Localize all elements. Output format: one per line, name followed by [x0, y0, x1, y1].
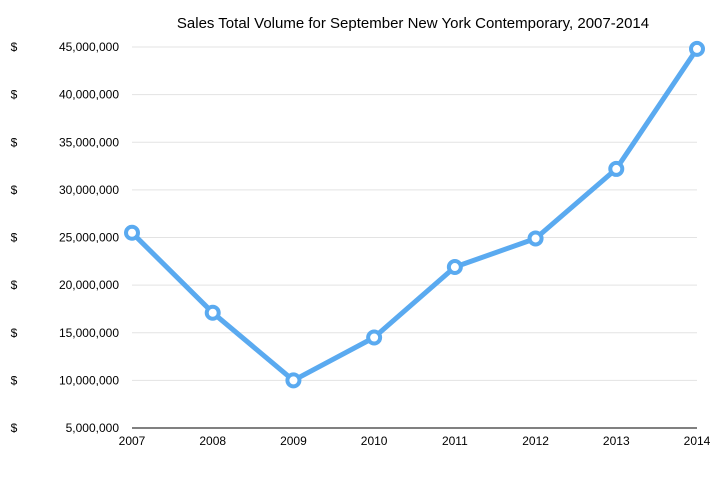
y-tick-prefix: $ — [11, 40, 18, 54]
x-tick-label: 2011 — [442, 434, 468, 448]
x-tick-label: 2008 — [199, 434, 226, 448]
y-tick-prefix: $ — [11, 88, 18, 102]
y-tick-prefix: $ — [11, 421, 18, 435]
y-tick-label: 10,000,000 — [59, 373, 119, 387]
y-tick-label: 5,000,000 — [66, 421, 120, 435]
gridlines — [132, 46, 697, 381]
chart-title: Sales Total Volume for September New Yor… — [177, 15, 649, 32]
x-tick-label: 2013 — [603, 434, 630, 448]
x-tick-label: 2007 — [119, 434, 146, 448]
x-tick-label: 2014 — [684, 434, 711, 448]
series-line — [129, 46, 700, 383]
x-axis-ticks: 2007 2008 2009 2010 2011 2012 2013 2014 — [119, 434, 711, 448]
data-points — [124, 40, 705, 389]
y-tick-label: 25,000,000 — [59, 231, 119, 245]
x-tick-label: 2010 — [361, 434, 388, 448]
y-tick-label: 15,000,000 — [59, 326, 119, 340]
x-tick-label: 2009 — [280, 434, 307, 448]
y-tick-prefix: $ — [11, 183, 18, 197]
y-tick-prefix: $ — [11, 326, 18, 340]
y-axis-ticks: $5,000,000 $ 10,000,000 $ 15,000,000 $ 20,000,… — [11, 40, 120, 435]
y-tick-label: 30,000,000 — [59, 183, 119, 197]
data-point — [204, 304, 221, 321]
y-tick-label: 35,000,000 — [59, 135, 119, 149]
data-point — [608, 160, 625, 177]
data-point — [689, 40, 705, 57]
x-tick-label: 2012 — [522, 434, 549, 448]
data-point — [285, 372, 302, 389]
data-point — [527, 230, 544, 247]
y-tick-label: 40,000,000 — [59, 88, 119, 102]
data-point — [124, 224, 140, 241]
y-tick-prefix: $ — [11, 135, 18, 149]
y-tick-label: 45,000,000 — [59, 40, 119, 54]
y-tick-prefix: $ — [11, 278, 18, 292]
data-point — [446, 259, 463, 276]
y-tick-label: 20,000,000 — [59, 278, 119, 292]
y-tick-prefix: $ — [11, 231, 18, 245]
y-tick-prefix: $ — [11, 373, 18, 387]
data-point — [366, 329, 383, 346]
